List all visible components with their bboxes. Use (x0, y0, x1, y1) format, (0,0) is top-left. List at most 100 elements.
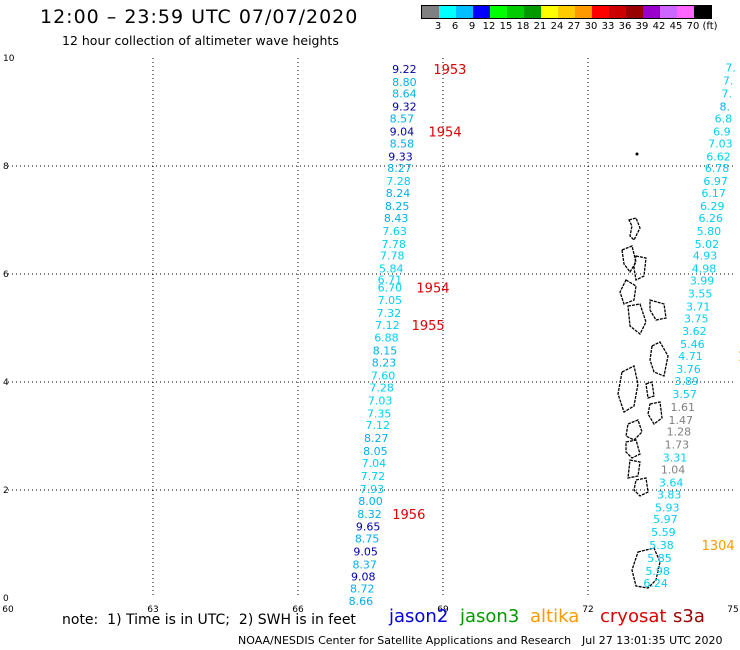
swh-value: 7.78 (381, 238, 406, 251)
swh-value: 6.8 (715, 112, 733, 125)
legend-swatches (421, 5, 712, 19)
swh-value: 8.25 (385, 200, 410, 213)
legend-label: 3 (434, 21, 442, 32)
legend-swatch (456, 6, 473, 18)
legend-label: 9 (468, 21, 476, 32)
credit-timestamp: Jul 27 13:01:35 UTC 2020 (582, 634, 723, 647)
swh-value: 7.93 (360, 483, 385, 496)
swh-value: 3.76 (676, 363, 701, 376)
legend-label: 24 (550, 21, 564, 32)
legend-label: 6 (451, 21, 459, 32)
credit-line: NOAA/NESDIS Center for Satellite Applica… (238, 634, 572, 647)
x-tick-label: 60 (2, 605, 14, 615)
legend-label: 33 (601, 21, 615, 32)
swh-value: 7. (723, 75, 734, 88)
swh-value: 8.75 (355, 533, 380, 546)
swh-value: 5.38 (649, 539, 674, 552)
legend-label: 36 (618, 21, 632, 32)
swh-value: 7.28 (386, 175, 411, 188)
legend-label: 12 (482, 21, 496, 32)
x-tick-label: 66 (292, 605, 304, 615)
swh-value: 8. (720, 101, 731, 114)
swh-value: 3.89 (674, 375, 699, 388)
atoll-outline (628, 217, 641, 242)
page-subtitle: 12 hour collection of altimeter wave hei… (62, 33, 339, 48)
swh-value: 3.75 (684, 312, 709, 325)
swh-value: 4.93 (693, 250, 718, 263)
atoll-outline (647, 401, 663, 425)
swh-value: 3.55 (688, 287, 713, 300)
y-tick-label: 4 (3, 378, 9, 388)
swh-value: 6.24 (643, 577, 668, 590)
swh-value: 7.78 (380, 250, 405, 263)
y-tick-label: 8 (3, 162, 9, 172)
swh-value: 5.84 (379, 263, 404, 276)
swh-value: 5.98 (645, 565, 670, 578)
swh-value: 5.46 (680, 338, 705, 351)
swh-value: 7.03 (368, 394, 393, 407)
swh-value: 7.12 (375, 319, 400, 332)
swh-value: 7.60 (371, 370, 396, 383)
swh-value: 5.02 (695, 238, 720, 251)
pass-time-label: 1956 (392, 508, 425, 523)
swh-value: 1.47 (669, 414, 694, 427)
legend-swatch (422, 6, 439, 18)
swh-value: 1.61 (670, 401, 695, 414)
swh-value: 7.04 (362, 457, 387, 470)
legend-label: 42 (652, 21, 666, 32)
atoll-outline (621, 245, 637, 274)
satellite-s3a: s3a (673, 606, 705, 627)
swh-value: 8.23 (372, 357, 397, 370)
y-tick-label: 10 (3, 54, 15, 64)
x-tick-label: 72 (582, 605, 593, 615)
swh-value: 8.32 (357, 508, 382, 521)
swh-value: 6.17 (701, 187, 726, 200)
swh-value: 8.27 (364, 432, 389, 445)
swh-value: 3.57 (672, 388, 697, 401)
legend-swatch (541, 6, 558, 18)
pass-time-label: 130 (738, 350, 740, 365)
atoll-outline (645, 381, 655, 399)
legend-swatch (490, 6, 507, 18)
swh-value: 3.71 (686, 300, 711, 313)
x-tick-label: 63 (147, 605, 158, 615)
legend-swatch (609, 6, 626, 18)
swh-value: 9.05 (353, 546, 378, 559)
swh-value: 4.98 (692, 263, 717, 276)
swh-value: 5.80 (697, 225, 722, 238)
atoll-outline (649, 341, 669, 377)
swh-value: 9.22 (392, 63, 417, 76)
pass-time-label: 1954 (416, 282, 449, 297)
legend-swatch (677, 6, 694, 18)
swh-value: 3.62 (682, 325, 707, 338)
swh-value: 7. (725, 62, 736, 75)
x-tick-label: 75 (727, 605, 738, 615)
swh-value: 6.9 (713, 125, 731, 138)
swh-value: 8.64 (392, 88, 417, 101)
atoll-outline (627, 459, 641, 479)
swh-value: 8.24 (386, 187, 411, 200)
legend-swatch (575, 6, 592, 18)
swh-value: 8.72 (350, 582, 375, 595)
satellite-jason2: jason2 (389, 606, 449, 627)
legend-labels: 3 6 9 12 15 18 21 24 27 30 33 36 39 42 45 70 (ft) (421, 19, 718, 33)
satellite-altika: altika (530, 606, 580, 627)
y-tick-label: 2 (3, 486, 9, 496)
swh-value: 3.64 (659, 476, 684, 489)
legend-label: 21 (533, 21, 547, 32)
legend-label: 45 (669, 21, 683, 32)
legend-swatch (694, 6, 711, 18)
y-tick-label: 6 (3, 270, 9, 280)
swh-value: 6.78 (705, 162, 730, 175)
swh-value: 3.99 (690, 274, 715, 287)
swh-value: 7.63 (382, 225, 407, 238)
atoll-outline (625, 419, 643, 441)
legend-swatch (643, 6, 660, 18)
island-dot (635, 152, 639, 156)
swh-value: 1.73 (665, 439, 690, 452)
swh-value: 9.33 (388, 150, 413, 163)
swh-value: 5.85 (647, 552, 672, 565)
swh-value: 6.26 (699, 212, 724, 225)
legend-swatch (507, 6, 524, 18)
swh-value: 5.93 (655, 501, 680, 514)
